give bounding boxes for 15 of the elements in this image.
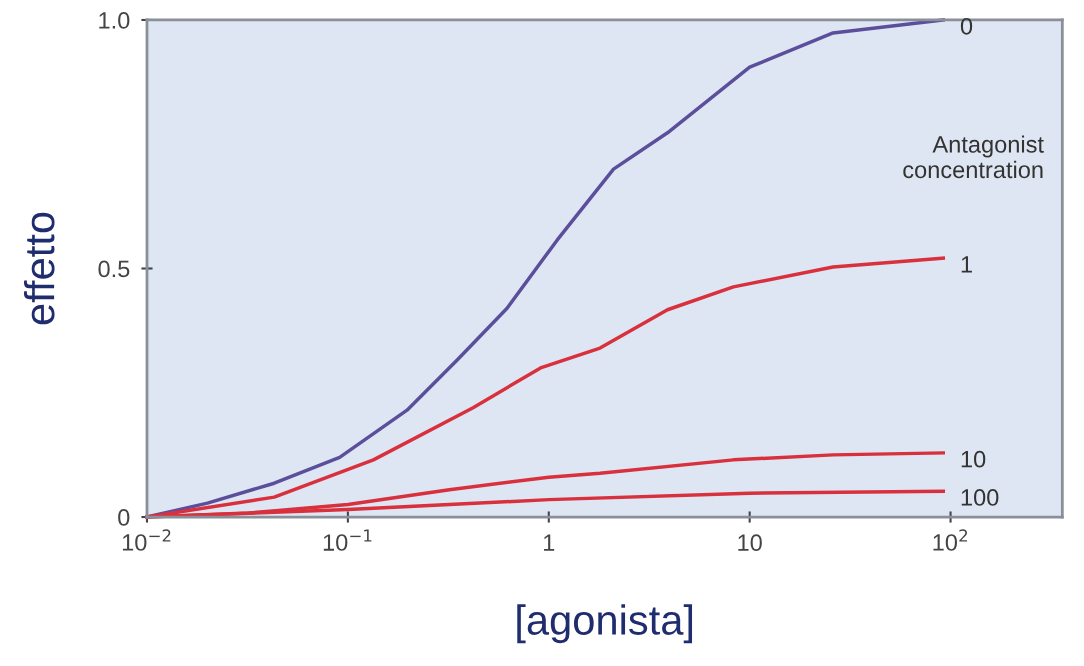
x-tick-label: 10$^{2}$ <box>933 529 968 551</box>
x-tick-label: 1 <box>544 534 555 551</box>
y-tick-label: 1.0 <box>99 12 130 29</box>
series-label: 100 <box>961 489 999 506</box>
series-label: 1 <box>961 256 972 273</box>
series-label: 10 <box>961 450 986 468</box>
x-tick-label: 10 <box>738 534 762 552</box>
y-tick-label: 0.5 <box>98 260 130 278</box>
x-axis-title: [agonista] <box>517 604 693 644</box>
y-tick-label: 0 <box>118 509 130 526</box>
y-axis-title: effetto <box>23 212 55 325</box>
series-label: 0 <box>960 17 973 35</box>
x-tick-label: 10$^{−2}$ <box>122 529 171 551</box>
x-tick-label: 10$^{−1}$ <box>323 529 372 551</box>
annotation: Antagonist concentration <box>903 135 1044 179</box>
